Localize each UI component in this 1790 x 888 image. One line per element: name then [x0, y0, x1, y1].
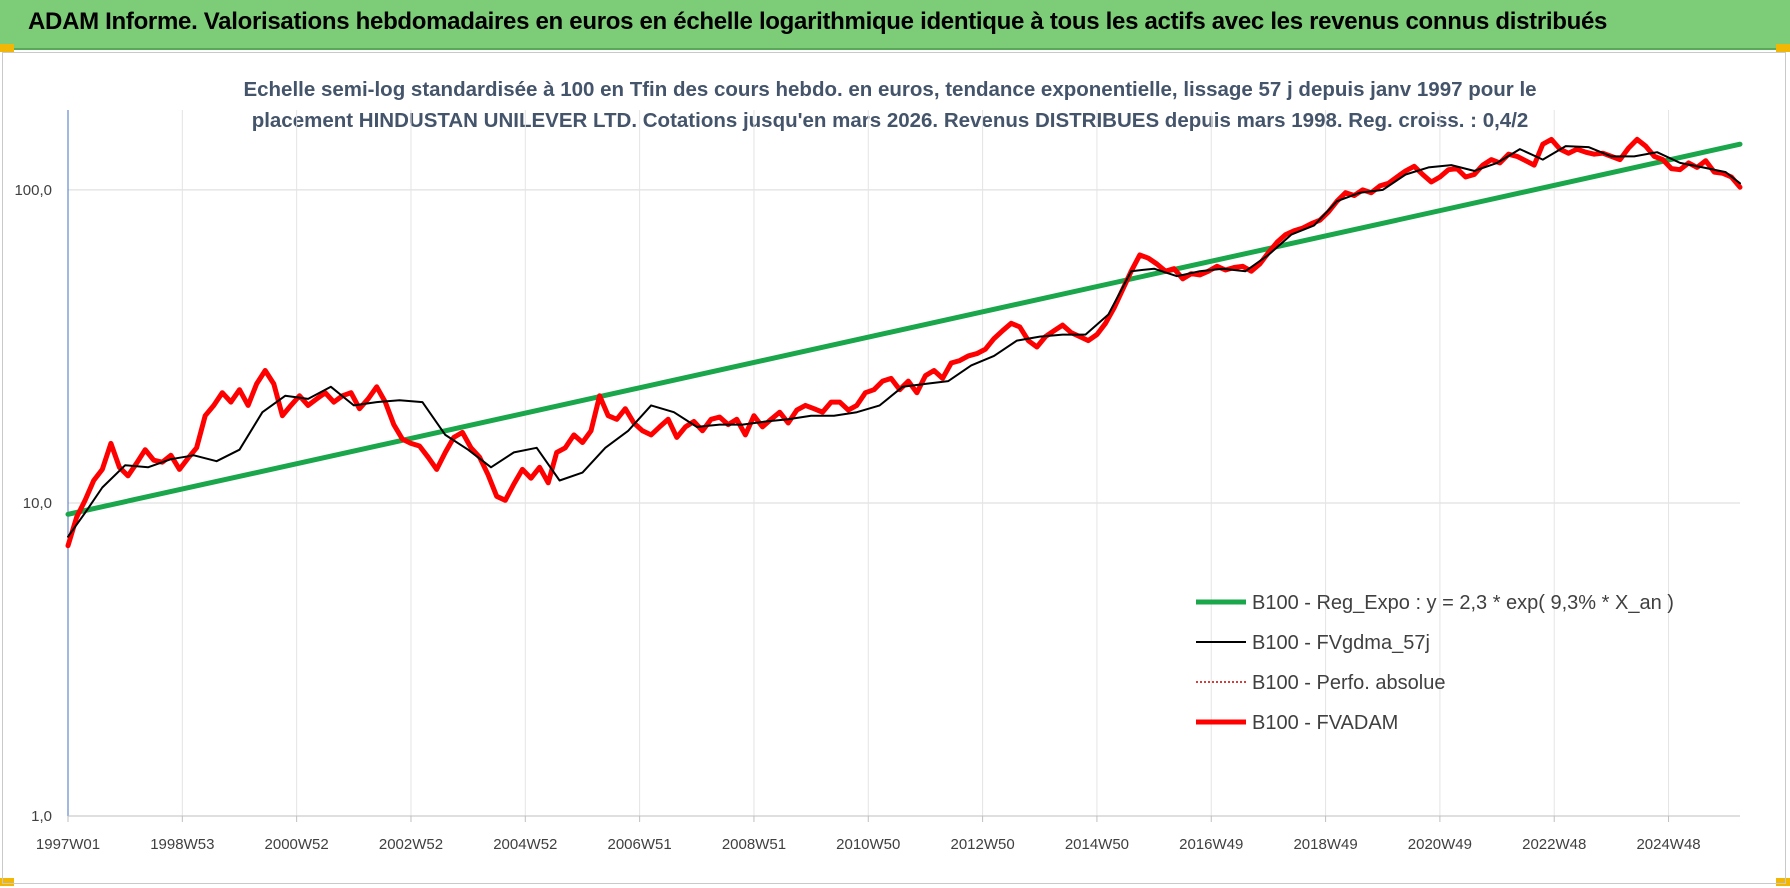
legend-label: B100 - FVADAM [1252, 712, 1398, 734]
x-tick-label: 2022W48 [1522, 836, 1586, 853]
x-tick-label: 2000W52 [265, 836, 329, 853]
x-tick-label: 2006W51 [608, 836, 672, 853]
corner-marker [0, 878, 14, 886]
chart-subtitle-line-2: placement HINDUSTAN UNILEVER LTD. Cotati… [251, 109, 1529, 132]
x-tick-label: 1997W01 [36, 836, 100, 853]
y-tick-label: 1,0 [31, 808, 52, 825]
chart-subtitle: Echelle semi-log standardisée à 100 en T… [120, 74, 1660, 136]
y-tick-label: 10,0 [23, 495, 52, 512]
x-tick-label: 2008W51 [722, 836, 786, 853]
axes: 1,0 10,0 100,0 1997W01 1998W53 2000W52 2002W52… [14, 110, 1740, 853]
y-tick-label: 100,0 [14, 182, 52, 199]
chart-frame [2, 52, 1786, 884]
series-line-2 [67, 145, 1741, 538]
legend-label: B100 - Perfo. absolue [1252, 672, 1445, 694]
legend-label: B100 - FVgdma_57j [1252, 632, 1430, 654]
x-tick-label: 2020W49 [1408, 836, 1472, 853]
report-title: ADAM Informe. Valorisations hebdomadaire… [28, 8, 1608, 35]
chart-subtitle-line-1: Echelle semi-log standardisée à 100 en T… [243, 78, 1537, 101]
x-tick-label: 2016W49 [1179, 836, 1243, 853]
x-tick-label: 2010W50 [836, 836, 900, 853]
legend-label: B100 - Reg_Expo : y = 2,3 * exp( 9,3% * … [1252, 592, 1674, 614]
x-tick-label: 2002W52 [379, 836, 443, 853]
x-tick-label: 2012W50 [950, 836, 1014, 853]
corner-marker [0, 44, 14, 52]
corner-marker [1776, 878, 1790, 886]
legend: B100 - Reg_Expo : y = 2,3 * exp( 9,3% * … [1196, 592, 1674, 734]
title-banner: ADAM Informe. Valorisations hebdomadaire… [0, 0, 1790, 50]
corner-marker [1776, 44, 1790, 52]
x-tick-label: 2024W48 [1636, 836, 1700, 853]
series-line-4 [65, 136, 1743, 549]
grid-lines [68, 110, 1740, 817]
x-tick-label: 1998W53 [150, 836, 214, 853]
series-line-1 [65, 141, 1743, 517]
x-tick-label: 2004W52 [493, 836, 557, 853]
x-tick-label: 2018W49 [1293, 836, 1357, 853]
x-tick-label: 2014W50 [1065, 836, 1129, 853]
series-layer [65, 136, 1743, 549]
